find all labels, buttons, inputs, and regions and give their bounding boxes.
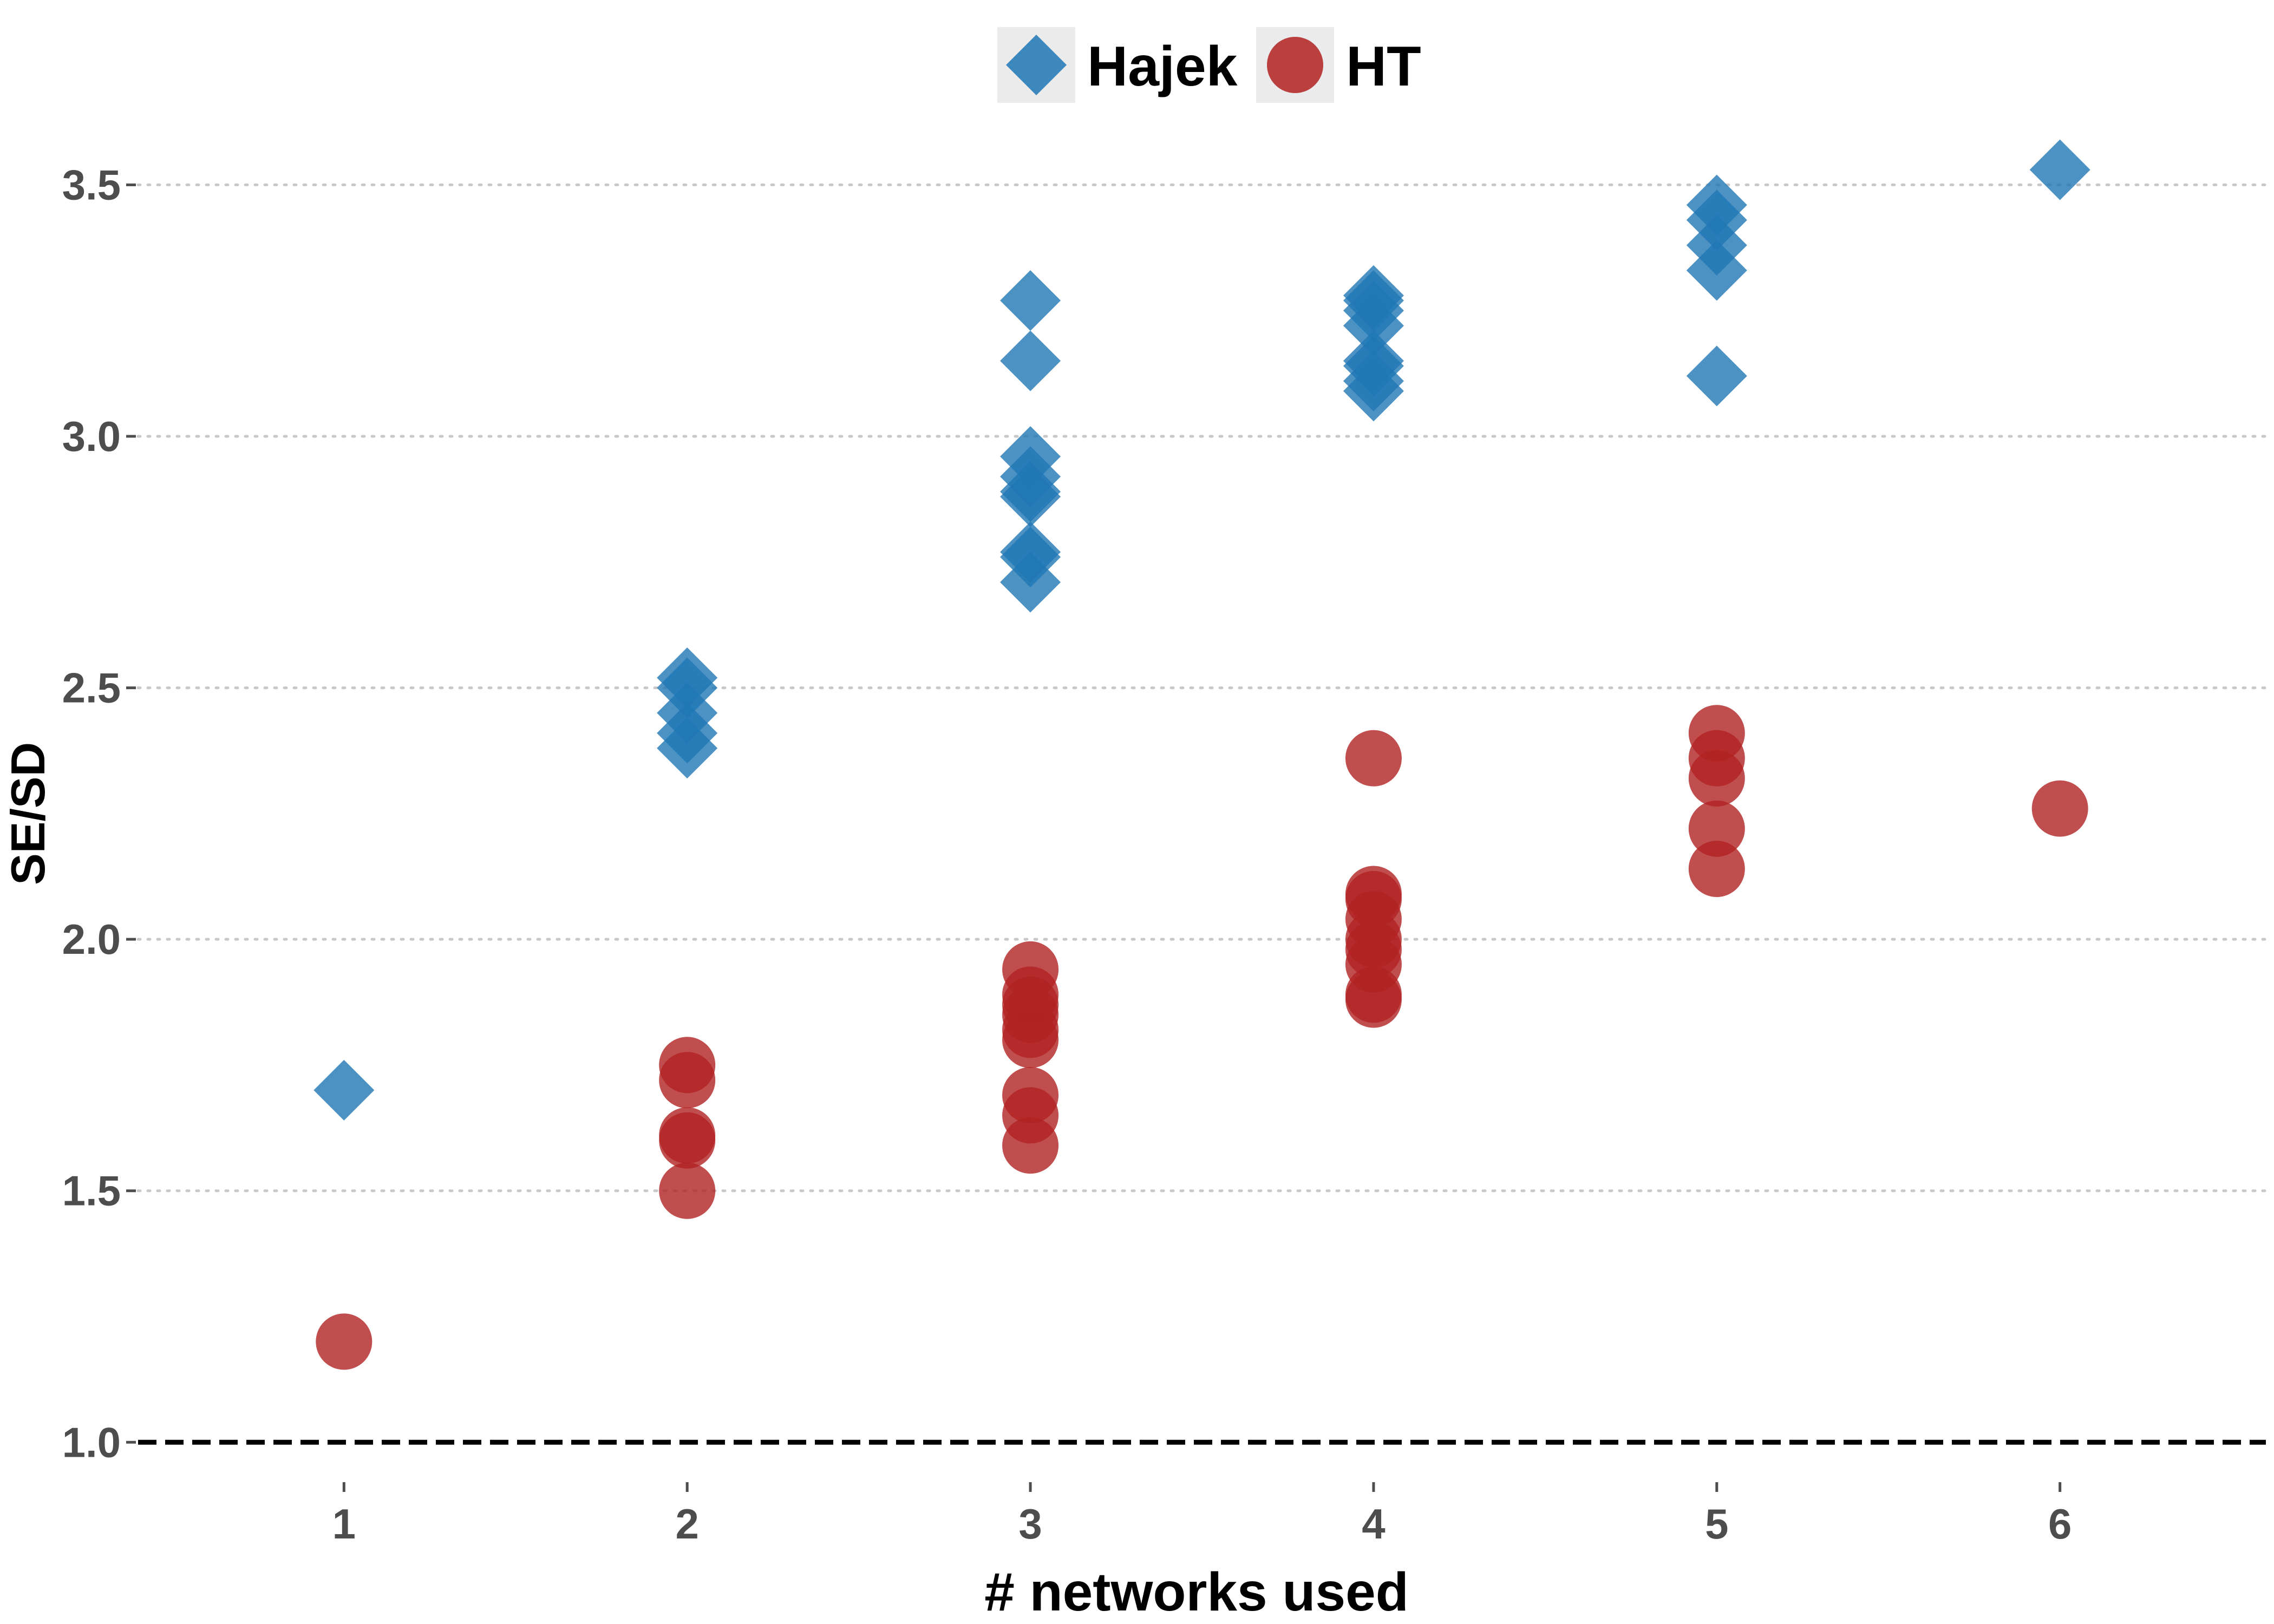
y-tick-label: 3.0	[62, 412, 121, 460]
legend-item-hajek: Hajek	[997, 27, 1238, 103]
legend: Hajek HT	[997, 27, 1421, 103]
ht-point	[1345, 866, 1402, 922]
hajek-point	[2029, 139, 2090, 200]
ht-point	[2031, 780, 2088, 837]
hajek-point	[1000, 521, 1061, 582]
x-tick-label: 4	[1362, 1500, 1385, 1548]
ht-point	[659, 1162, 716, 1219]
y-tick-label: 2.0	[62, 915, 121, 963]
x-tick-label: 1	[332, 1500, 356, 1548]
ht-point	[659, 1107, 716, 1164]
x-tick-label: 3	[1018, 1500, 1042, 1548]
legend-label: Hajek	[1087, 35, 1238, 98]
ht-point	[1688, 841, 1745, 898]
ht-point	[1688, 800, 1745, 857]
ht-point	[316, 1313, 373, 1370]
ht-point	[1688, 705, 1745, 762]
x-tick-label: 6	[2048, 1500, 2072, 1548]
hajek-point	[1000, 330, 1061, 391]
hajek-point	[1686, 345, 1747, 407]
hajek-point	[1686, 174, 1747, 235]
hajek-point	[1343, 265, 1404, 326]
x-axis-tick-labels: 1 2 3 4 5 6	[332, 1482, 2072, 1548]
x-tick-label: 2	[675, 1500, 698, 1548]
ht-point	[1002, 941, 1059, 998]
y-axis-title: SE/SD	[1, 742, 55, 885]
hajek-legend-marker	[1006, 35, 1067, 95]
data-points	[313, 139, 2090, 1370]
hajek-point	[1000, 270, 1061, 331]
grid-lines	[126, 183, 2268, 1444]
ht-point	[1345, 730, 1402, 787]
x-axis-title: # networks used	[984, 1562, 1409, 1622]
y-tick-label: 2.5	[62, 664, 121, 712]
ht-point	[1002, 1067, 1059, 1124]
hajek-point	[1343, 330, 1404, 391]
x-tick-label: 5	[1705, 1500, 1728, 1548]
legend-label: HT	[1346, 35, 1421, 98]
series-hajek	[313, 139, 2090, 1121]
y-axis-tick-labels: 1.0 1.5 2.0 2.5 3.0 3.5	[62, 161, 121, 1466]
hajek-point	[313, 1059, 375, 1121]
hajek-point	[657, 647, 718, 709]
hajek-point	[1000, 426, 1061, 487]
ht-point	[659, 1037, 716, 1093]
y-tick-label: 1.0	[62, 1418, 121, 1466]
y-tick-label: 3.5	[62, 161, 121, 208]
ht-legend-marker	[1267, 37, 1323, 93]
y-tick-label: 1.5	[62, 1167, 121, 1215]
legend-item-ht: HT	[1256, 27, 1421, 103]
series-ht	[316, 705, 2088, 1370]
